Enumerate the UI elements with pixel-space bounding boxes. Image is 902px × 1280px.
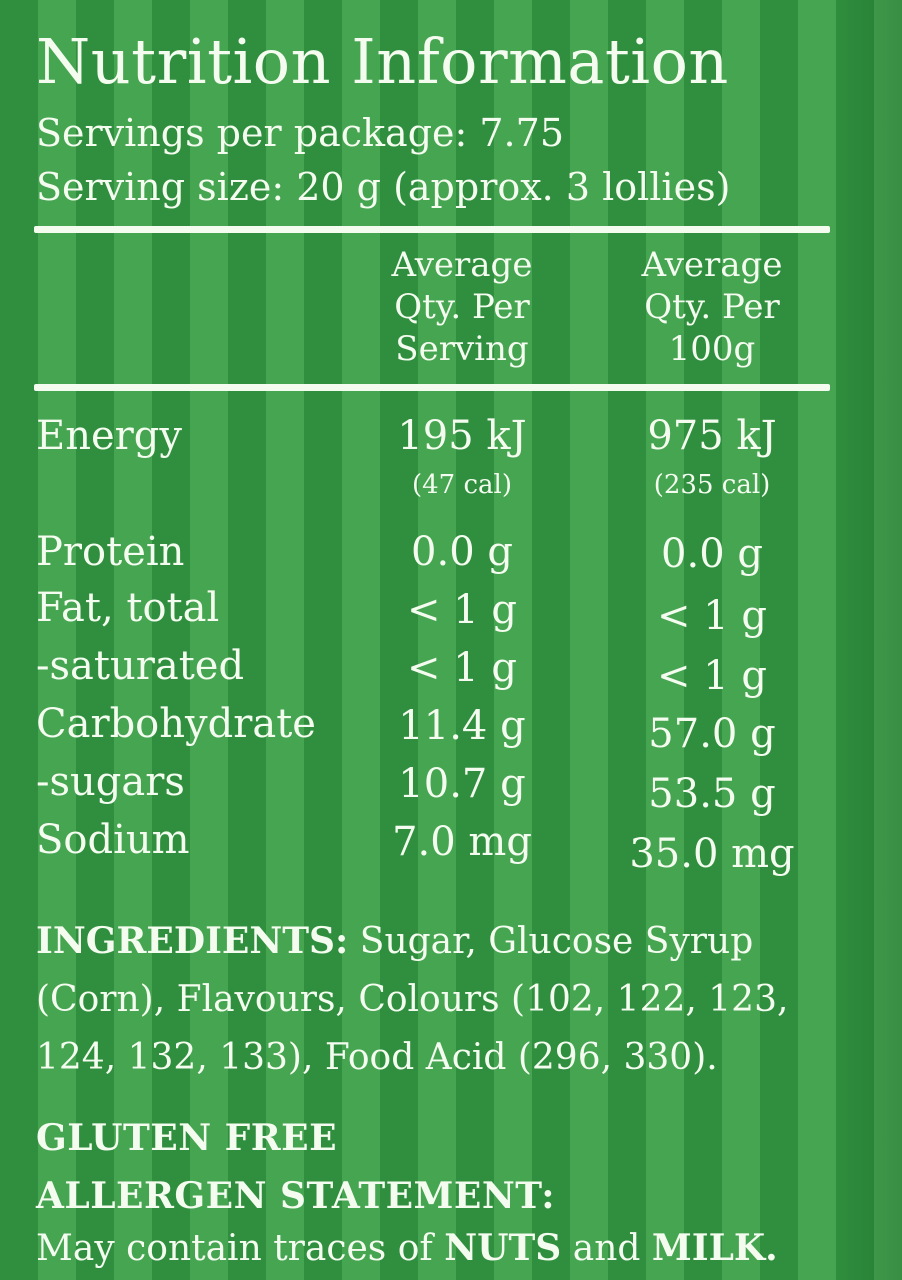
nutrient-label-protein: Protein [36, 529, 185, 575]
nutrient-label-fat-total: Fat, total [36, 585, 220, 631]
allergen-milk: MILK. [651, 1227, 778, 1269]
energy-per-serving: 195 kJ [397, 413, 527, 459]
sugars-per-100g: 53.5 g [648, 771, 776, 817]
allergen-nuts: NUTS [444, 1227, 562, 1269]
energy-per-100g: 975 kJ [647, 413, 777, 459]
allergen-statement: May contain traces of NUTS and MILK. [36, 1222, 778, 1275]
column-header-line: Average [641, 245, 783, 285]
nutrient-label-sodium: Sodium [36, 817, 190, 863]
gluten-free: GLUTEN FREE [36, 1117, 338, 1159]
energy-label: Energy [36, 413, 182, 459]
protein-per-serving: 0.0 g [411, 529, 513, 575]
sugars-per-serving: 10.7 g [398, 761, 526, 807]
column-header-line: 100g [668, 329, 756, 369]
protein-per-100g: 0.0 g [661, 531, 763, 577]
ingredients-heading: INGREDIENTS: [36, 920, 349, 962]
top-divider [34, 226, 830, 233]
serving-size: Serving size: 20 g (approx. 3 lollies) [36, 165, 731, 209]
allergen-and: and [572, 1228, 641, 1269]
allergen-text: May contain traces of [36, 1228, 433, 1269]
sodium-per-serving: 7.0 mg [392, 819, 532, 865]
servings-per-package: Servings per package: 7.75 [36, 111, 564, 155]
sodium-per-100g: 35.0 mg [629, 831, 795, 877]
column-header-per-serving: Average Qty. Per Serving [372, 244, 552, 370]
background-shade [832, 0, 902, 1280]
column-header-line: Qty. Per [644, 287, 780, 327]
allergen-heading: ALLERGEN STATEMENT: [36, 1175, 556, 1217]
ingredients-text: Sugar, Glucose Syrup (Corn), Flavours, C… [36, 921, 789, 1078]
column-header-per-100g: Average Qty. Per 100g [612, 244, 812, 370]
energy-per-serving-cal: (47 cal) [411, 470, 512, 500]
column-header-line: Serving [395, 329, 529, 369]
column-header-line: Qty. Per [394, 287, 530, 327]
nutrient-label-saturated: -saturated [36, 643, 245, 689]
saturated-per-serving: < 1 g [407, 645, 517, 691]
carbohydrate-per-serving: 11.4 g [398, 703, 526, 749]
carbohydrate-per-100g: 57.0 g [648, 711, 776, 757]
panel-title: Nutrition Information [36, 25, 729, 98]
column-header-line: Average [391, 245, 533, 285]
header-divider [34, 384, 830, 391]
fat-total-per-100g: < 1 g [657, 593, 767, 639]
nutrient-label-carbohydrate: Carbohydrate [36, 701, 316, 747]
ingredients-block: INGREDIENTS: Sugar, Glucose Syrup (Corn)… [36, 912, 876, 1087]
energy-per-100g-cal: (235 cal) [653, 470, 771, 500]
nutrient-label-sugars: -sugars [36, 759, 185, 805]
saturated-per-100g: < 1 g [657, 653, 767, 699]
fat-total-per-serving: < 1 g [407, 587, 517, 633]
